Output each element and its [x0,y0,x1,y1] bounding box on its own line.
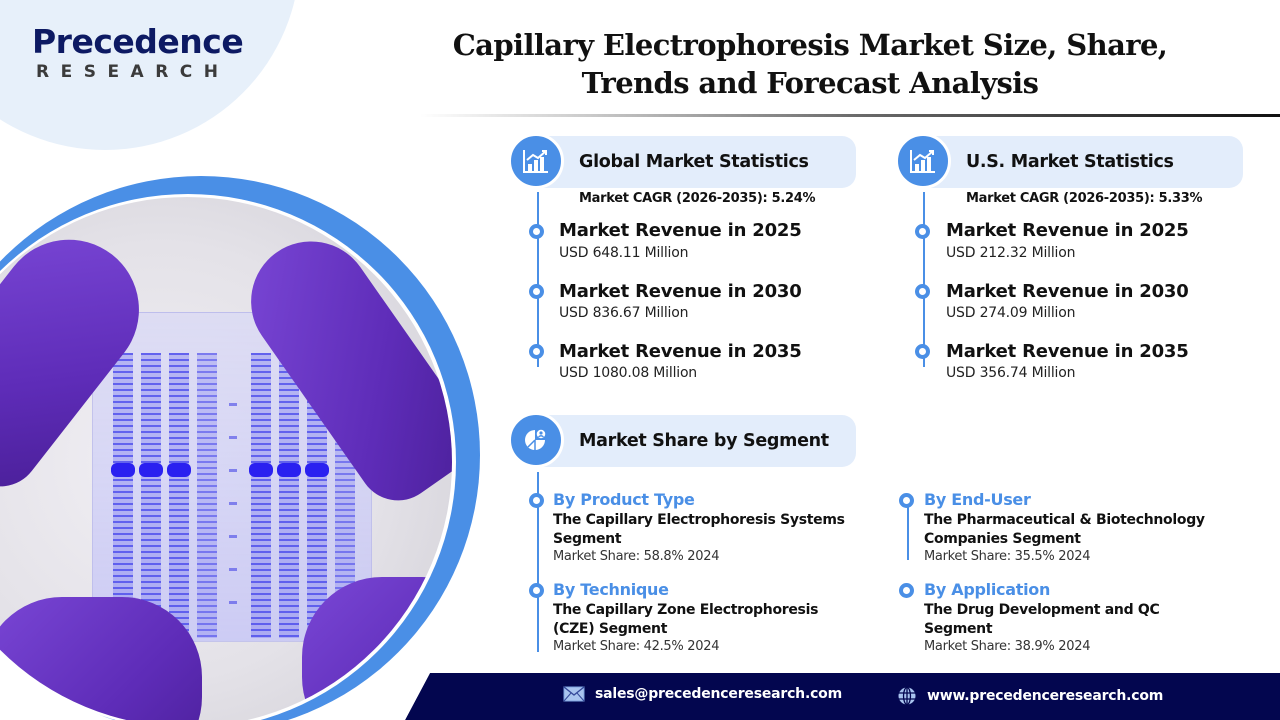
gel-lane [305,353,329,638]
gel-lane [167,353,191,638]
title-divider [420,114,1280,117]
segment-name-application: The Drug Development and QC Segment [924,602,1160,637]
timeline-dot [529,583,544,598]
us-rev-2030-label: Market Revenue in 2030 [946,281,1189,302]
segments-timeline-line-right [907,500,909,560]
glove-finger-bottom-left [0,597,202,720]
bar-chart-growth-icon [508,133,564,189]
timeline-dot [915,224,930,239]
global-stats-title: Global Market Statistics [579,152,809,172]
timeline-dot [529,344,544,359]
global-rev-2025-value: USD 648.11 Million [559,245,689,261]
segments-header: Market Share by Segment [520,415,856,467]
us-timeline-line [923,192,925,367]
segment-category-technique: By Technique [553,580,669,599]
segment-name-technique: The Capillary Zone Electrophoresis (CZE)… [553,602,819,637]
gel-electrophoresis-photo [0,197,452,720]
timeline-dot [529,493,544,508]
envelope-icon [563,686,585,702]
us-stats-title: U.S. Market Statistics [966,152,1174,172]
segment-share-application: Market Share: 38.9% 2024 [924,639,1091,654]
global-timeline-line [537,192,539,367]
gel-lane [249,353,273,638]
segment-share-product-type: Market Share: 58.8% 2024 [553,549,720,564]
segment-category-end-user: By End-User [924,490,1031,509]
us-rev-2025-label: Market Revenue in 2025 [946,220,1189,241]
segment-name-end-user: The Pharmaceutical & Biotechnology Compa… [924,512,1205,547]
footer-website-link[interactable]: www.precedenceresearch.com [897,686,1163,706]
segment-share-technique: Market Share: 42.5% 2024 [553,639,720,654]
segments-title: Market Share by Segment [579,431,829,451]
us-stats-header: U.S. Market Statistics [906,136,1243,188]
timeline-dot [529,284,544,299]
segment-category-application: By Application [924,580,1051,599]
segments-timeline-line-left [537,472,539,652]
title-line-1: Capillary Electrophoresis Market Size, S… [452,28,1168,62]
segment-share-end-user: Market Share: 35.5% 2024 [924,549,1091,564]
page-title: Capillary Electrophoresis Market Size, S… [410,26,1210,102]
gel-lane [277,353,301,638]
footer-email[interactable]: sales@precedenceresearch.com [595,686,842,702]
global-stats-header: Global Market Statistics [520,136,856,188]
timeline-dot [899,493,914,508]
us-rev-2035-label: Market Revenue in 2035 [946,341,1189,362]
footer-email-link[interactable]: sales@precedenceresearch.com [563,686,842,702]
us-rev-2035-value: USD 356.74 Million [946,365,1076,381]
gel-lane [139,353,163,638]
bar-chart-growth-icon [895,133,951,189]
global-cagr: Market CAGR (2026-2035): 5.24% [579,191,816,206]
timeline-dot [529,224,544,239]
gel-lane [197,353,217,638]
global-rev-2030-value: USD 836.67 Million [559,305,689,321]
timeline-dot [899,583,914,598]
global-rev-2025-label: Market Revenue in 2025 [559,220,802,241]
timeline-dot [915,344,930,359]
footer-bar [405,673,1280,720]
logo-text: Precedence [32,22,244,61]
logo-subtext: RESEARCH [36,62,230,82]
global-rev-2035-label: Market Revenue in 2035 [559,341,802,362]
brand-logo: Precedence RESEARCH [32,22,244,83]
gel-lane [111,353,135,638]
logo-wordmark: Precedence [32,22,244,61]
global-rev-2030-label: Market Revenue in 2030 [559,281,802,302]
us-rev-2030-value: USD 274.09 Million [946,305,1076,321]
title-line-2: Trends and Forecast Analysis [581,66,1039,100]
segment-category-product-type: By Product Type [553,490,695,509]
segment-name-product-type: The Capillary Electrophoresis Systems Se… [553,512,845,547]
gel-marker-lane [229,373,237,633]
footer-website[interactable]: www.precedenceresearch.com [927,688,1164,704]
timeline-dot [915,284,930,299]
globe-icon [898,686,916,706]
global-rev-2035-value: USD 1080.08 Million [559,365,697,381]
us-rev-2025-value: USD 212.32 Million [946,245,1076,261]
us-cagr: Market CAGR (2026-2035): 5.33% [966,191,1203,206]
pie-chart-user-icon [508,412,564,468]
